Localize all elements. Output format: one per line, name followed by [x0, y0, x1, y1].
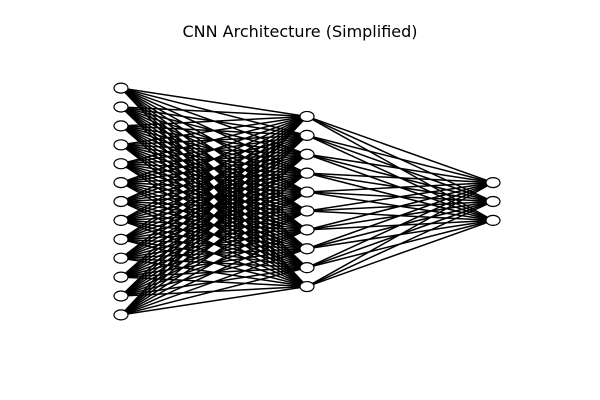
- edge-l1-n8-to-n1: [120, 115, 308, 222]
- neuron-layer1-11: [113, 271, 129, 283]
- neuron-layer2-3: [299, 148, 315, 160]
- neuron-layer1-10: [113, 252, 129, 264]
- edge-l1-n3-to-n1: [120, 115, 308, 127]
- neuron-layer1-3: [113, 120, 129, 132]
- neuron-layer1-5: [113, 158, 129, 170]
- neuron-layer3-3: [485, 214, 501, 226]
- edge-l1-n13-to-n5: [120, 191, 308, 316]
- edge-l2-n1-to-n1: [306, 115, 494, 184]
- edge-l2-n2-to-n1: [306, 134, 494, 184]
- neuron-layer2-8: [299, 243, 315, 255]
- diagram-title: CNN Architecture (Simplified): [182, 22, 418, 41]
- neuron-layer1-8: [113, 214, 129, 226]
- edge-l1-n11-to-n1: [120, 115, 308, 278]
- neuron-layer2-9: [299, 262, 315, 274]
- edge-l1-n13-to-n2: [120, 134, 308, 316]
- neuron-layer2-1: [299, 110, 315, 123]
- neuron-layer1-13: [113, 309, 129, 321]
- edge-l2-n7-to-n1: [306, 181, 494, 231]
- neuron-layer2-4: [299, 167, 315, 179]
- edge-l1-n10-to-n1: [120, 115, 308, 259]
- edge-l1-n9-to-n1: [120, 115, 308, 240]
- edge-l1-n13-to-n3: [120, 153, 308, 316]
- edge-l1-n13-to-n7: [120, 229, 308, 316]
- edge-l1-n4-to-n1: [120, 115, 308, 146]
- edge-l1-n12-to-n1: [120, 115, 308, 297]
- neuron-layer2-10: [299, 280, 315, 293]
- edge-l1-n7-to-n1: [120, 115, 308, 203]
- edge-l2-n6-to-n1: [306, 181, 494, 212]
- neuron-layer1-7: [113, 195, 129, 208]
- edge-l1-n5-to-n1: [120, 115, 308, 165]
- edge-l2-n5-to-n1: [306, 181, 494, 193]
- edges-group: [120, 87, 494, 316]
- neuron-layer2-6: [299, 205, 315, 217]
- edge-l2-n10-to-n3: [306, 219, 494, 288]
- neuron-layer1-2: [113, 101, 129, 113]
- neuron-layer2-2: [299, 129, 315, 141]
- neuron-layer2-5: [299, 186, 315, 198]
- neuron-layer1-9: [113, 233, 129, 245]
- neuron-layer1-4: [113, 139, 129, 151]
- neuron-layer1-12: [113, 290, 129, 302]
- edge-l1-n13-to-n6: [120, 210, 308, 316]
- edge-l2-n9-to-n1: [306, 181, 494, 269]
- edge-l1-n1-to-n1: [120, 87, 308, 118]
- edge-l2-n10-to-n2: [306, 200, 494, 288]
- edge-l1-n13-to-n1: [120, 115, 308, 316]
- edge-l2-n10-to-n1: [306, 181, 494, 288]
- edge-l1-n13-to-n9: [120, 266, 308, 316]
- neuron-layer2-7: [299, 224, 315, 236]
- edge-l1-n13-to-n10: [120, 285, 308, 316]
- neuron-layer1-1: [113, 82, 129, 94]
- edge-l1-n13-to-n4: [120, 172, 308, 316]
- neuron-layer1-6: [113, 177, 129, 189]
- edge-l1-n2-to-n1: [120, 106, 308, 118]
- nodes-group: [113, 82, 501, 321]
- edge-l1-n6-to-n1: [120, 115, 308, 184]
- neuron-layer3-1: [485, 177, 501, 189]
- edge-l2-n3-to-n1: [306, 153, 494, 184]
- edge-l1-n13-to-n8: [120, 248, 308, 316]
- edge-l2-n8-to-n1: [306, 181, 494, 250]
- neuron-layer3-2: [485, 195, 501, 208]
- edge-l2-n4-to-n1: [306, 172, 494, 184]
